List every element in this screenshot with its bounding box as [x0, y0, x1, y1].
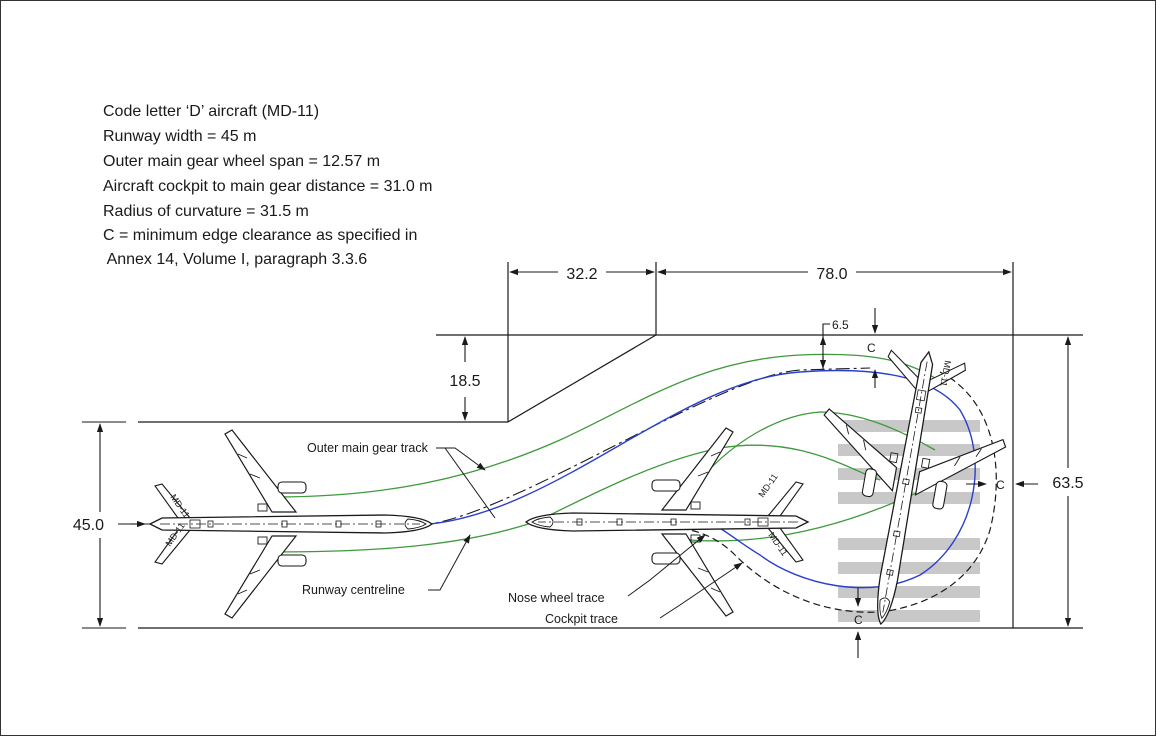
aircraft-turning	[526, 428, 808, 616]
spec-radius: Radius of curvature = 31.5 m	[103, 203, 309, 220]
spec-clearance: C = minimum edge clearance as specified …	[103, 227, 417, 244]
spec-annex: Annex 14, Volume I, paragraph 3.3.6	[103, 251, 367, 268]
runway-centreline	[118, 368, 870, 524]
spec-wheel-span: Outer main gear wheel span = 12.57 m	[103, 153, 380, 170]
label-nose-wheel-trace: Nose wheel trace	[508, 591, 605, 605]
spec-cockpit-distance: Aircraft cockpit to main gear distance =…	[103, 178, 432, 195]
spec-runway-width: Runway width = 45 m	[103, 128, 256, 145]
spec-aircraft: Code letter ‘D’ aircraft (MD-11)	[103, 103, 319, 120]
dim-pad-width: 63.5	[1052, 475, 1083, 492]
dim-widening-width: 18.5	[449, 373, 480, 390]
dim-runway-width: 45.0	[73, 517, 104, 534]
dim-side-offset: 6.5	[832, 318, 849, 332]
clearance-right: C	[996, 478, 1005, 492]
label-outer-main-gear-track: Outer main gear track	[307, 441, 429, 455]
label-cockpit-trace: Cockpit trace	[545, 612, 618, 626]
label-runway-centreline: Runway centreline	[302, 583, 405, 597]
pad-taper-edge	[508, 335, 656, 422]
tail-marking-mid-top: MD-11	[756, 472, 779, 499]
tail-marking-right: MD-11	[938, 360, 952, 388]
specification-block: Code letter ‘D’ aircraft (MD-11) Runway …	[103, 103, 432, 268]
dim-widening-length: 32.2	[566, 266, 597, 283]
dim-turn-length: 78.0	[816, 266, 847, 283]
clearance-top: C	[867, 341, 876, 355]
clearance-bottom: C	[854, 613, 863, 627]
